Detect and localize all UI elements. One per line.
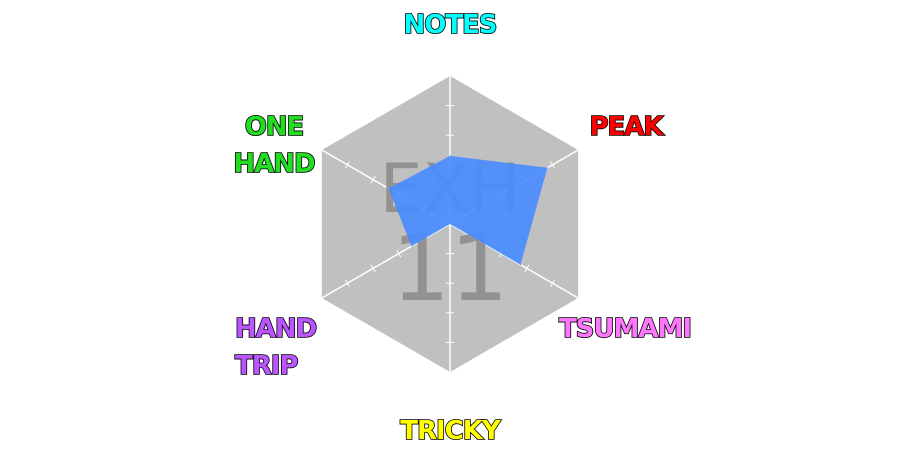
axis-label-line: TSUMAMI — [559, 314, 691, 344]
axis-label: TSUMAMI — [559, 314, 691, 344]
axis-label-line: TRICKY — [400, 416, 502, 446]
value-point — [519, 264, 521, 266]
axis-label: HAND TRIP — [235, 314, 317, 381]
value-point — [546, 167, 548, 169]
axis-label: ONE HAND — [233, 112, 315, 179]
axis-label: NOTES — [403, 10, 496, 40]
axis-label-line: HAND — [233, 149, 315, 179]
value-point — [387, 187, 389, 189]
axis-label: TRICKY — [400, 416, 502, 446]
axis-label-line: TRIP — [235, 351, 298, 381]
value-point — [411, 245, 413, 247]
value-point — [449, 223, 451, 225]
axis-tick — [345, 279, 350, 287]
axis-label-line: NOTES — [403, 10, 496, 40]
axis-label-line: HAND — [235, 314, 317, 344]
axis-tick — [370, 264, 376, 273]
axis-label-line: ONE — [245, 112, 304, 142]
value-point — [449, 155, 451, 157]
value-polygon — [388, 155, 548, 265]
axis-tick — [345, 161, 350, 169]
axis-label: PEAK — [589, 112, 664, 142]
axis-tick — [370, 175, 376, 184]
axis-tick — [550, 161, 555, 169]
radar-values — [387, 155, 548, 266]
axis-tick — [550, 279, 555, 287]
axis-tick — [396, 249, 402, 258]
axis-tick — [524, 264, 530, 273]
axis-labels: NOTES PEAK TSUMAMI TRICKY HAND TRIP ONE HAND — [233, 9, 693, 447]
axis-label-line: PEAK — [589, 112, 664, 142]
